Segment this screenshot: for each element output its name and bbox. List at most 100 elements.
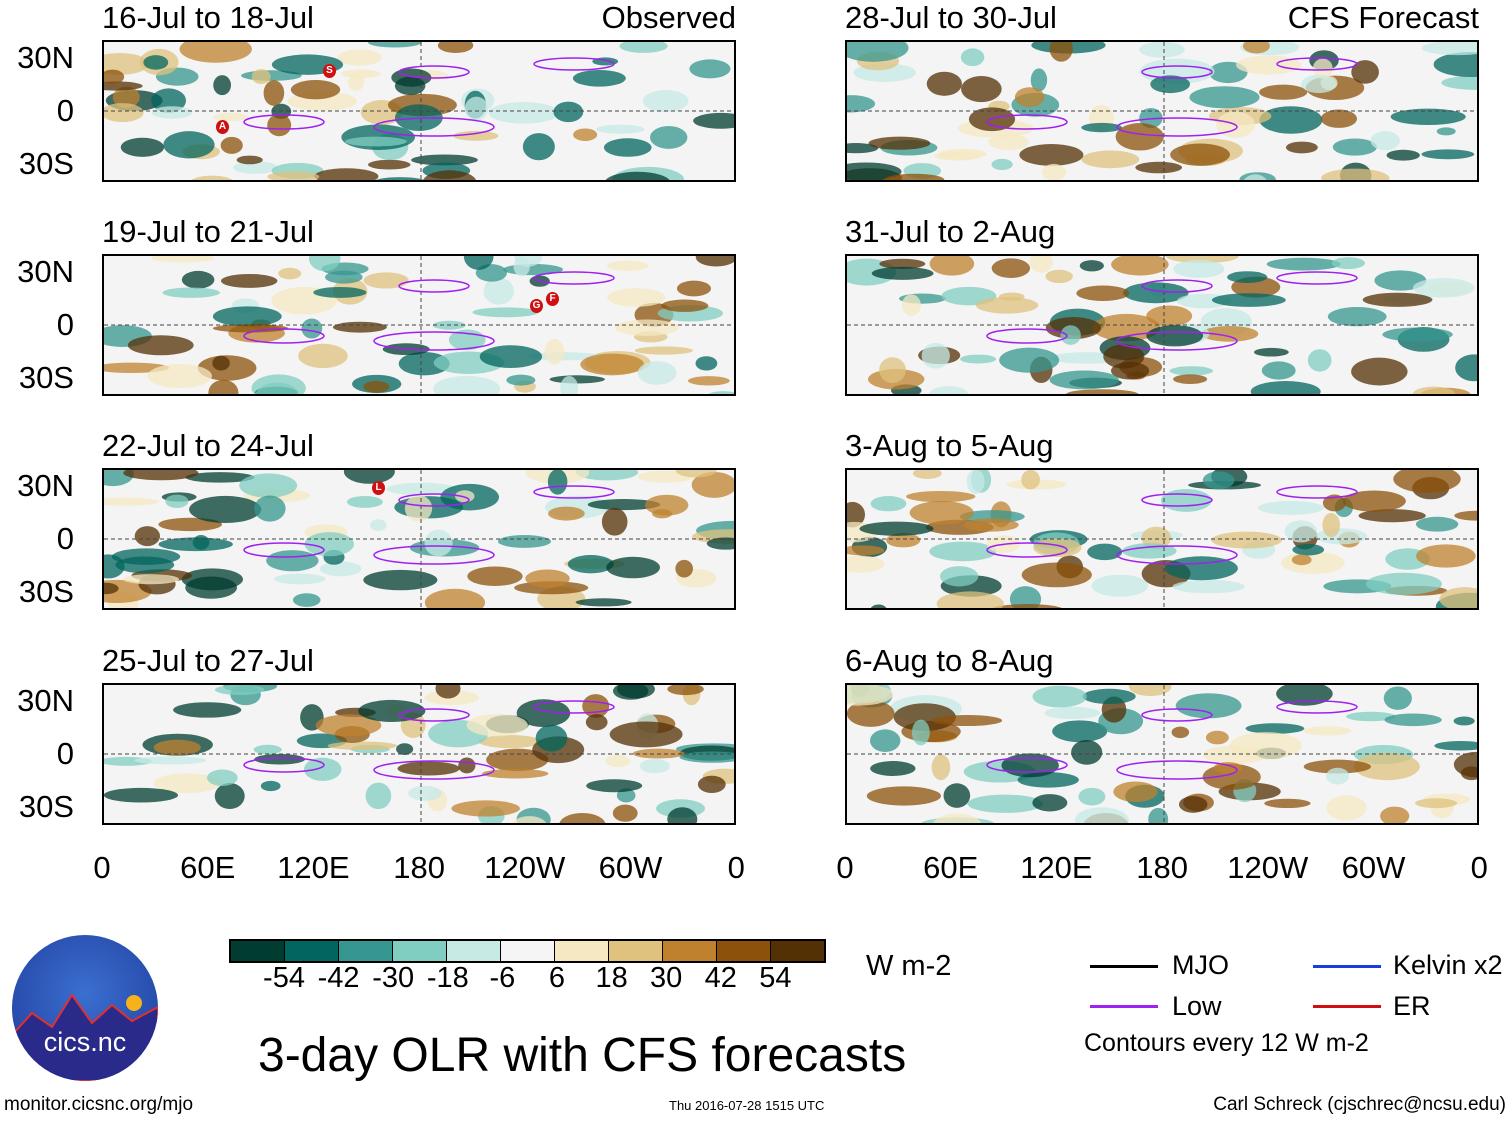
olr-anomaly-blob bbox=[1441, 75, 1477, 90]
olr-anomaly-blob bbox=[1386, 149, 1420, 161]
storm-marker: G bbox=[530, 299, 543, 313]
olr-anomaly-blob bbox=[695, 356, 718, 371]
olr-anomaly-blob bbox=[435, 685, 461, 699]
olr-anomaly-blob bbox=[847, 95, 876, 113]
low-contour bbox=[1116, 545, 1238, 565]
olr-anomaly-blob bbox=[1030, 68, 1048, 92]
panel-title: 31-Jul to 2-Aug bbox=[845, 214, 1056, 249]
olr-anomaly-blob bbox=[1453, 716, 1475, 726]
olr-anomaly-blob bbox=[464, 96, 489, 121]
olr-anomaly-blob bbox=[278, 267, 302, 280]
olr-anomaly-blob bbox=[1081, 122, 1122, 133]
olr-anomaly-blob bbox=[337, 49, 383, 66]
olr-anomaly-blob bbox=[847, 42, 909, 62]
olr-anomaly-blob bbox=[1091, 574, 1149, 597]
olr-anomaly-blob bbox=[932, 813, 982, 823]
olr-anomaly-blob bbox=[397, 761, 460, 776]
olr-anomaly-blob bbox=[206, 769, 238, 786]
olr-anomaly-blob bbox=[134, 526, 161, 547]
lon-label: 120E bbox=[1020, 850, 1093, 885]
olr-anomaly-blob bbox=[423, 170, 477, 180]
low-contour bbox=[986, 757, 1068, 773]
olr-anomaly-blob bbox=[220, 273, 278, 288]
low-contour bbox=[243, 114, 325, 130]
lat-label: 30S bbox=[18, 574, 74, 609]
olr-anomaly-blob bbox=[398, 352, 450, 376]
olr-anomaly-blob bbox=[706, 537, 734, 550]
low-contour bbox=[243, 328, 325, 344]
olr-anomaly-blob bbox=[879, 357, 906, 383]
panel-title: 22-Jul to 24-Jul bbox=[102, 428, 314, 463]
olr-anomaly-blob bbox=[1276, 685, 1333, 706]
olr-anomaly-blob bbox=[906, 490, 976, 503]
olr-anomaly-blob bbox=[363, 272, 409, 289]
olr-anomaly-blob bbox=[1075, 807, 1129, 823]
olr-anomaly-blob bbox=[587, 499, 661, 511]
olr-anomaly-blob bbox=[1160, 488, 1212, 512]
olr-anomaly-blob bbox=[637, 361, 677, 385]
olr-anomaly-blob bbox=[1301, 74, 1337, 94]
olr-anomaly-blob bbox=[497, 535, 551, 548]
lat-label: 30S bbox=[18, 789, 74, 824]
olr-anomaly-blob bbox=[220, 136, 243, 154]
olr-anomaly-blob bbox=[1189, 86, 1260, 109]
olr-anomaly-blob bbox=[173, 702, 242, 718]
colorbar-units: W m-2 bbox=[866, 950, 952, 982]
olr-anomaly-blob bbox=[304, 532, 354, 557]
olr-anomaly-blob bbox=[1264, 798, 1311, 809]
olr-anomaly-blob bbox=[1082, 688, 1136, 705]
storm-marker: A bbox=[216, 120, 229, 134]
olr-anomaly-blob bbox=[1211, 293, 1286, 307]
olr-anomaly-blob bbox=[1320, 109, 1358, 128]
olr-anomaly-blob bbox=[267, 171, 320, 180]
legend-er-label: ER bbox=[1393, 991, 1431, 1021]
olr-anomaly-blob bbox=[1291, 554, 1312, 566]
olr-anomaly-blob bbox=[601, 507, 628, 536]
olr-anomaly-blob bbox=[181, 270, 215, 289]
olr-anomaly-blob bbox=[912, 470, 942, 479]
olr-anomaly-blob bbox=[394, 76, 426, 96]
footer-author: Carl Schreck (cjschrec@ncsu.edu) bbox=[1213, 1094, 1506, 1115]
colorbar-swatch bbox=[339, 941, 393, 961]
olr-anomaly-blob bbox=[396, 743, 414, 755]
olr-anomaly-blob bbox=[1045, 269, 1073, 284]
lon-label: 60W bbox=[598, 850, 663, 885]
olr-anomaly-blob bbox=[549, 375, 605, 384]
cics-logo: cics.nc bbox=[12, 935, 158, 1081]
olr-anomaly-blob bbox=[634, 346, 693, 355]
olr-anomaly-blob bbox=[298, 343, 348, 369]
olr-anomaly-blob bbox=[1327, 306, 1387, 327]
colorbar-tick-label: -42 bbox=[317, 962, 360, 994]
olr-anomaly-blob bbox=[290, 79, 341, 100]
olr-anomaly-blob bbox=[151, 256, 215, 263]
footer-url[interactable]: monitor.cicsnc.org/mjo bbox=[4, 1094, 194, 1115]
olr-anomaly-blob bbox=[134, 756, 207, 765]
olr-anomaly-blob bbox=[609, 721, 683, 748]
olr-anomaly-blob bbox=[455, 490, 475, 503]
low-contour bbox=[986, 542, 1068, 558]
olr-anomaly-blob bbox=[214, 783, 245, 810]
olr-anomaly-blob bbox=[162, 287, 220, 298]
olr-anomaly-blob bbox=[909, 500, 974, 525]
olr-anomaly-blob bbox=[1078, 787, 1106, 806]
panel-title: 19-Jul to 21-Jul bbox=[102, 214, 314, 249]
olr-anomaly-blob bbox=[1076, 285, 1130, 301]
olr-anomaly-blob bbox=[1041, 163, 1066, 180]
olr-anomaly-blob bbox=[1382, 327, 1453, 342]
olr-anomaly-blob bbox=[185, 576, 237, 599]
lat-label: 30N bbox=[17, 254, 74, 289]
olr-anomaly-blob bbox=[921, 342, 950, 369]
low-contour bbox=[1116, 331, 1238, 351]
colorbar-swatch bbox=[231, 941, 285, 961]
low-contour bbox=[986, 114, 1068, 130]
olr-anomaly-blob bbox=[1342, 490, 1406, 512]
olr-anomaly-blob bbox=[1138, 42, 1185, 58]
low-contour bbox=[1141, 493, 1213, 507]
colorbar-swatch bbox=[555, 941, 609, 961]
olr-anomaly-blob bbox=[1303, 759, 1371, 774]
panel-title: 16-Jul to 18-Jul bbox=[102, 0, 314, 35]
olr-anomaly-blob bbox=[649, 126, 688, 149]
olr-anomaly-blob bbox=[483, 277, 514, 305]
olr-anomaly-blob bbox=[847, 143, 879, 154]
olr-anomaly-blob bbox=[147, 363, 212, 389]
